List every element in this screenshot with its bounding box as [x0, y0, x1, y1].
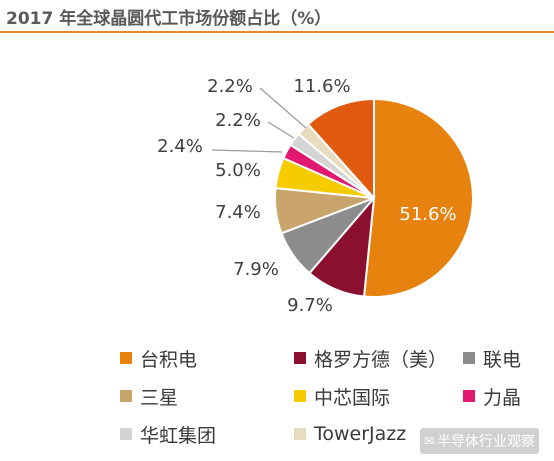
leader-line-6	[267, 121, 295, 139]
data-label-4: 5.0%	[215, 160, 261, 181]
legend-swatch	[294, 352, 306, 364]
legend-item: 台积电	[120, 343, 197, 373]
data-label-2: 7.9%	[233, 259, 279, 280]
leader-line-7	[259, 87, 307, 129]
legend-swatch	[120, 352, 132, 364]
data-label-5: 2.4%	[157, 136, 203, 157]
legend-swatch	[294, 390, 306, 402]
legend-label: 华虹集团	[140, 424, 217, 447]
legend-item: 格罗方德（美）	[294, 343, 447, 373]
data-label-3: 7.4%	[215, 202, 261, 223]
pie-slice-8	[306, 97, 375, 201]
watermark: ✉ 半导体行业观察	[420, 428, 540, 454]
data-label-1: 9.7%	[287, 295, 333, 316]
legend-swatch	[294, 428, 306, 440]
legend-item: 力晶	[463, 381, 521, 411]
pie-chart: 51.6% 9.7% 7.9% 7.4% 5.0% 2.4% 2.2% 2.2% 11.6%	[157, 76, 474, 316]
legend-swatch	[463, 352, 475, 364]
legend-swatch	[120, 390, 132, 402]
legend-swatch	[463, 390, 475, 402]
leader-line-5	[211, 149, 283, 153]
data-label-8: 11.6%	[293, 76, 350, 97]
chart-title: 2017 年全球晶圆代工市场份额占比（%）	[6, 9, 332, 29]
legend-label: 三星	[140, 386, 179, 409]
legend-swatch	[120, 428, 132, 440]
legend: 台积电 格罗方德（美） 联电三星 中芯国际 力晶华虹集团 TowerJazz	[120, 343, 554, 455]
legend-label: 联电	[483, 348, 522, 371]
wechat-icon: ✉	[424, 434, 435, 448]
legend-label: 格罗方德（美）	[314, 348, 448, 371]
legend-item: TowerJazz	[294, 419, 406, 449]
data-label-0: 51.6%	[399, 204, 456, 225]
legend-item: 中芯国际	[294, 381, 390, 411]
legend-label: 力晶	[483, 386, 522, 409]
pie-slice-0	[362, 97, 474, 298]
legend-item: 华虹集团	[120, 419, 216, 449]
legend-item: 三星	[120, 381, 178, 411]
legend-label: TowerJazz	[314, 423, 407, 445]
data-label-7: 2.2%	[207, 76, 253, 97]
watermark-text: 半导体行业观察	[437, 434, 536, 450]
legend-label: 中芯国际	[314, 386, 391, 409]
legend-label: 台积电	[140, 348, 198, 371]
title-underline	[0, 31, 554, 33]
legend-item: 联电	[463, 343, 521, 373]
data-label-6: 2.2%	[215, 110, 261, 131]
